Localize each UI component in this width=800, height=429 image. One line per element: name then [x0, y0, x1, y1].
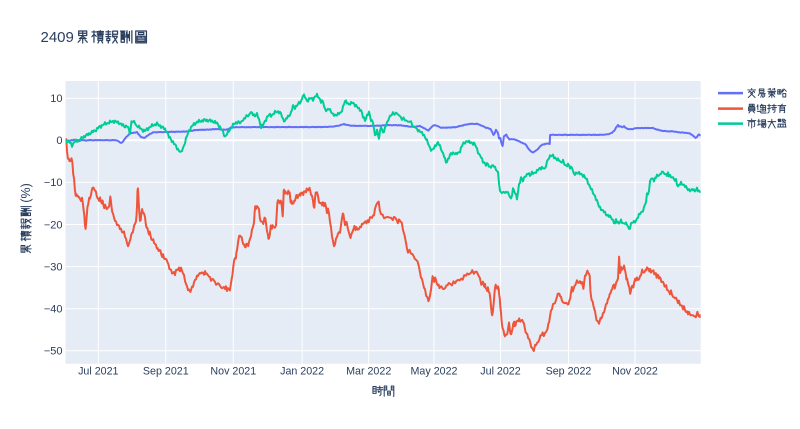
svg-text:Mar 2022: Mar 2022 [346, 366, 391, 378]
svg-text:2409: 2409 [41, 29, 74, 46]
svg-text:0: 0 [56, 135, 62, 147]
svg-text:Jul 2022: Jul 2022 [480, 366, 520, 378]
svg-text:Nov 2021: Nov 2021 [210, 366, 256, 378]
svg-text:−40: −40 [44, 304, 63, 316]
svg-text:−30: −30 [44, 261, 63, 273]
svg-text:−10: −10 [44, 177, 63, 189]
svg-text:(%): (%) [19, 183, 33, 202]
svg-text:Nov 2022: Nov 2022 [612, 366, 658, 378]
svg-text:−20: −20 [44, 219, 63, 231]
svg-text:May 2022: May 2022 [411, 366, 458, 378]
svg-text:Jul 2021: Jul 2021 [78, 366, 118, 378]
svg-text:Jan 2022: Jan 2022 [280, 366, 324, 378]
svg-text:Sep 2021: Sep 2021 [143, 366, 189, 378]
svg-text:−50: −50 [44, 346, 63, 358]
svg-text:10: 10 [50, 93, 62, 105]
svg-text:Sep 2022: Sep 2022 [546, 366, 592, 378]
